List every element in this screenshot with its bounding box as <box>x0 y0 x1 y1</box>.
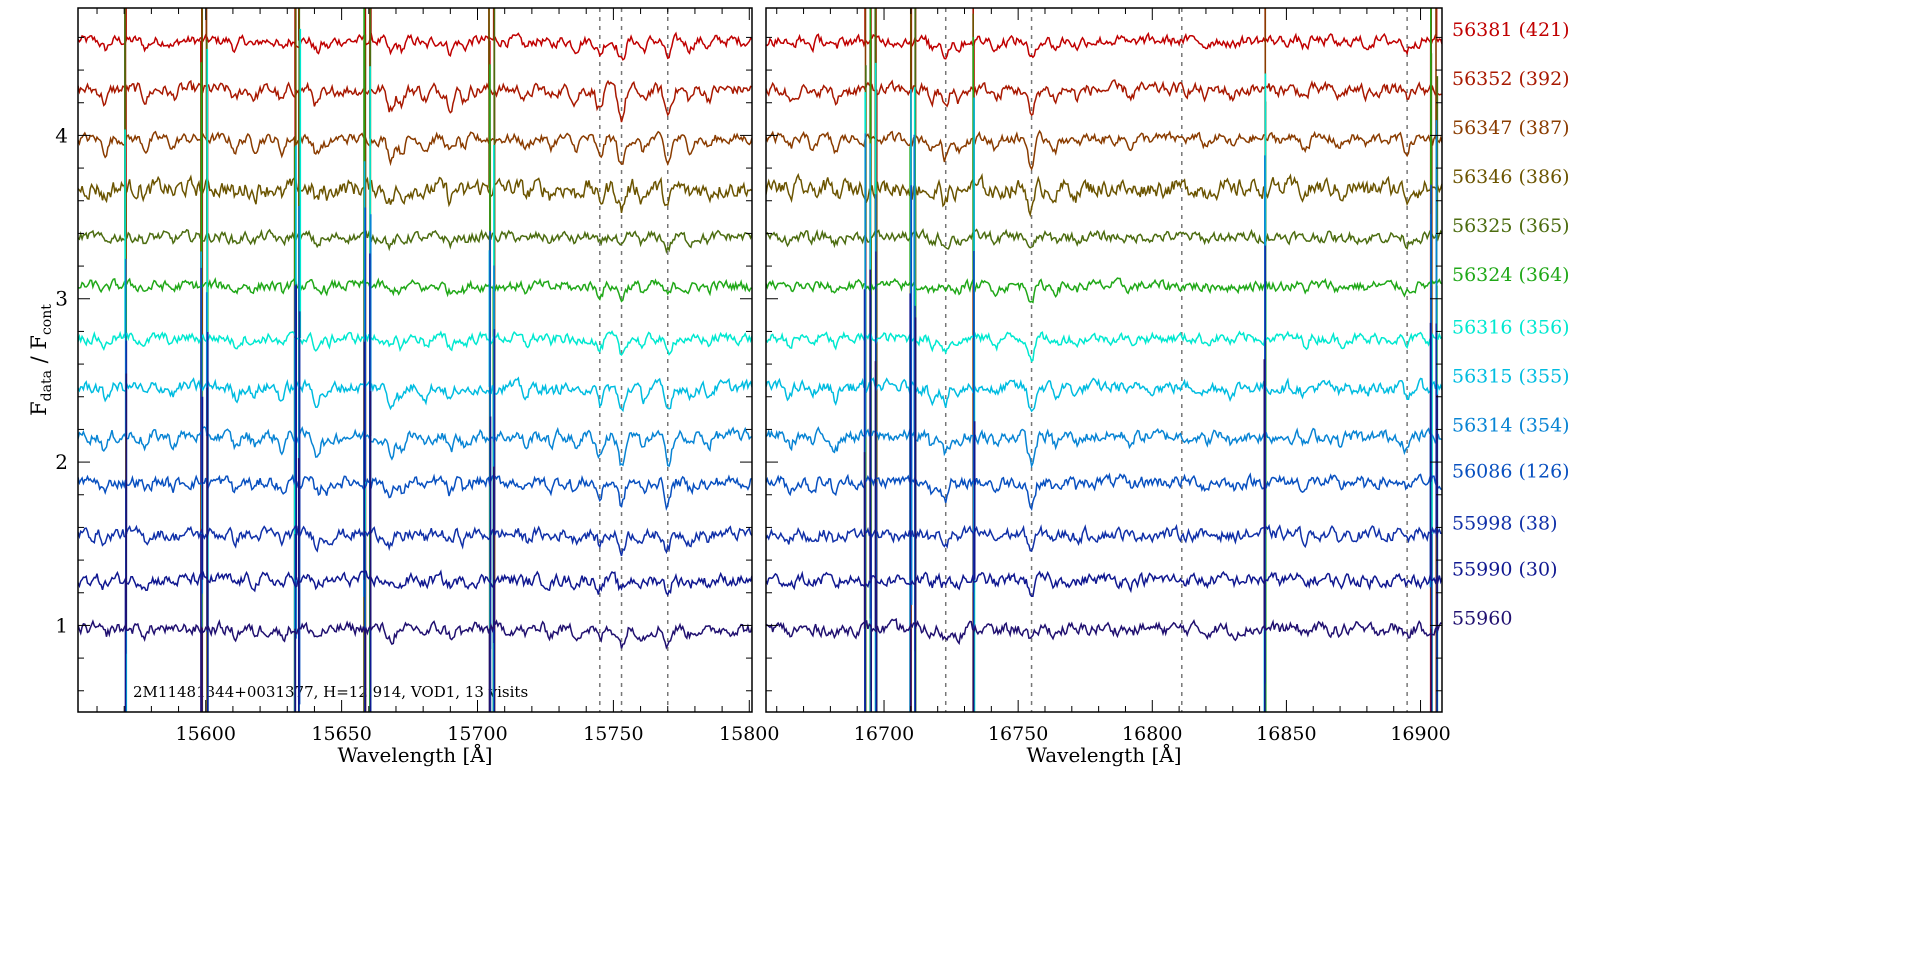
x-tick-label: 15700 <box>447 723 507 745</box>
spectrum-line <box>766 172 1442 218</box>
spectrum-line <box>78 425 752 467</box>
legend-label: 56316 (356) <box>1452 317 1570 339</box>
spectrum-line <box>766 330 1442 363</box>
spectrum-line <box>78 376 752 413</box>
x-axis-label: Wavelength [Å] <box>337 742 492 767</box>
panel-frame <box>77 7 753 713</box>
y-axis-label: Fdata / Fcont <box>27 304 55 416</box>
legend-label: 56314 (354) <box>1452 415 1570 437</box>
spectrum-line <box>766 228 1442 251</box>
legend-label: 55960 <box>1452 607 1512 629</box>
spectrum-line <box>766 570 1442 597</box>
x-tick-label: 15650 <box>311 723 371 745</box>
y-label-f2: F <box>27 335 51 350</box>
legend-label: 56324 (364) <box>1452 264 1570 286</box>
spectrum-line <box>78 173 752 214</box>
x-tick-label: 15750 <box>583 723 643 745</box>
spectrum-line <box>78 31 752 61</box>
legend-label: 56381 (421) <box>1452 19 1570 41</box>
spectrum-line <box>766 129 1442 171</box>
legend-label: 56086 (126) <box>1452 460 1570 482</box>
spectrum-line <box>78 473 752 512</box>
legend-label: 55990 (30) <box>1452 558 1557 580</box>
spectrum-line <box>766 31 1442 60</box>
legend-label: 56347 (387) <box>1452 117 1570 139</box>
spectrum-line <box>766 377 1442 413</box>
spectrum-line <box>78 79 752 123</box>
spectrum-line <box>78 569 752 597</box>
x-tick-label: 16700 <box>854 723 914 745</box>
spectrum-line <box>766 277 1442 304</box>
spectrum-line <box>78 130 752 167</box>
spectrum-line <box>78 277 752 303</box>
y-tick-label: 3 <box>55 287 68 311</box>
x-axis-label: Wavelength [Å] <box>1026 742 1181 767</box>
spectrum-line <box>78 619 752 650</box>
x-tick-label: 16850 <box>1256 723 1316 745</box>
spectrum-line <box>766 523 1442 552</box>
spectrum-line <box>766 79 1442 117</box>
x-tick-label: 15600 <box>176 723 236 745</box>
y-label-sub1: data <box>39 370 55 401</box>
spectrum-line <box>766 617 1442 646</box>
x-tick-label: 16900 <box>1390 723 1450 745</box>
x-tick-label: 16750 <box>988 723 1048 745</box>
spectrum-line <box>766 472 1442 512</box>
y-tick-label: 2 <box>55 450 68 474</box>
legend-label: 55998 (38) <box>1452 513 1557 535</box>
legend-label: 56352 (392) <box>1452 68 1570 90</box>
x-tick-label: 16800 <box>1122 723 1182 745</box>
spectrum-line <box>78 524 752 557</box>
y-tick-label: 4 <box>55 123 68 147</box>
y-label-f1: F <box>27 401 51 416</box>
panel-frame <box>765 7 1443 713</box>
y-label-sep: / <box>27 350 51 370</box>
spectrum-line <box>78 228 752 255</box>
y-label-sub2: cont <box>39 304 55 335</box>
legend-label: 56315 (355) <box>1452 366 1570 388</box>
spectrum-line <box>766 426 1442 469</box>
spectrum-line <box>78 330 752 356</box>
y-tick-label: 1 <box>55 613 68 637</box>
x-tick-label: 15800 <box>719 723 779 745</box>
legend-label: 56325 (365) <box>1452 215 1570 237</box>
legend-label: 56346 (386) <box>1452 166 1570 188</box>
annotation: 2M11481344+0031377, H=12.914, VOD1, 13 v… <box>133 683 528 701</box>
